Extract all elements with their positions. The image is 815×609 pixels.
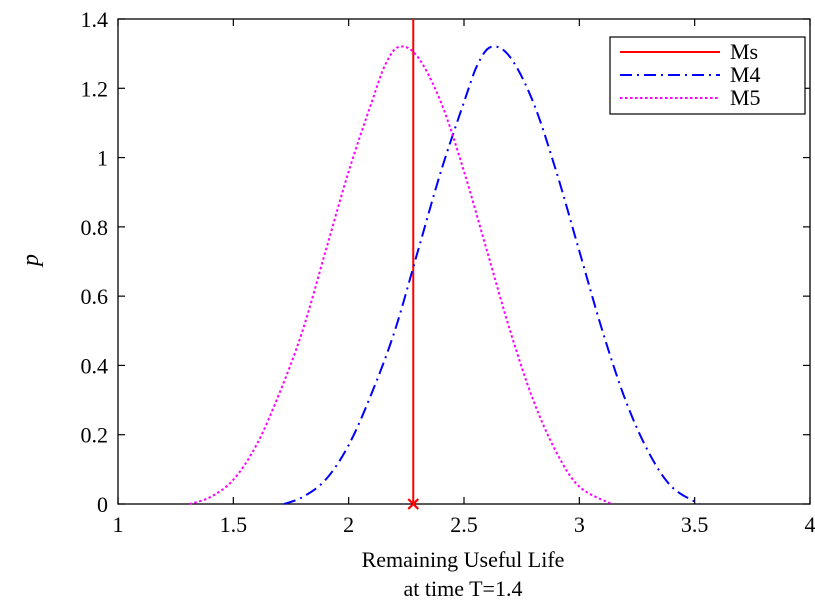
legend-box	[610, 37, 805, 114]
legend-label-m4: M4	[730, 62, 761, 87]
series-line-m5	[190, 46, 612, 504]
y-tick-label: 0	[97, 492, 108, 517]
x-tick-label: 1.5	[220, 512, 248, 537]
y-tick-label: 0.2	[81, 423, 109, 448]
x-tick-label: 3.5	[681, 512, 709, 537]
y-tick-label: 1.2	[81, 76, 109, 101]
y-tick-label: 0.8	[81, 215, 109, 240]
y-tick-label: 0.4	[81, 353, 109, 378]
series-line-m4	[284, 46, 699, 504]
x-axis-label: Remaining Useful Life	[362, 547, 565, 572]
y-axis-label: p	[18, 254, 44, 268]
y-tick-label: 1.4	[81, 7, 109, 32]
y-tick-label: 0.6	[81, 284, 109, 309]
legend-label-ms: Ms	[730, 39, 758, 64]
x-axis-label-line2: at time T=1.4	[404, 576, 523, 601]
x-tick-label: 3	[574, 512, 585, 537]
x-tick-label: 4	[805, 512, 815, 537]
x-tick-label: 2	[343, 512, 354, 537]
legend-label-m5: M5	[730, 85, 761, 110]
y-tick-label: 1	[97, 146, 108, 171]
x-tick-label: 1	[113, 512, 124, 537]
x-tick-label: 2.5	[450, 512, 478, 537]
